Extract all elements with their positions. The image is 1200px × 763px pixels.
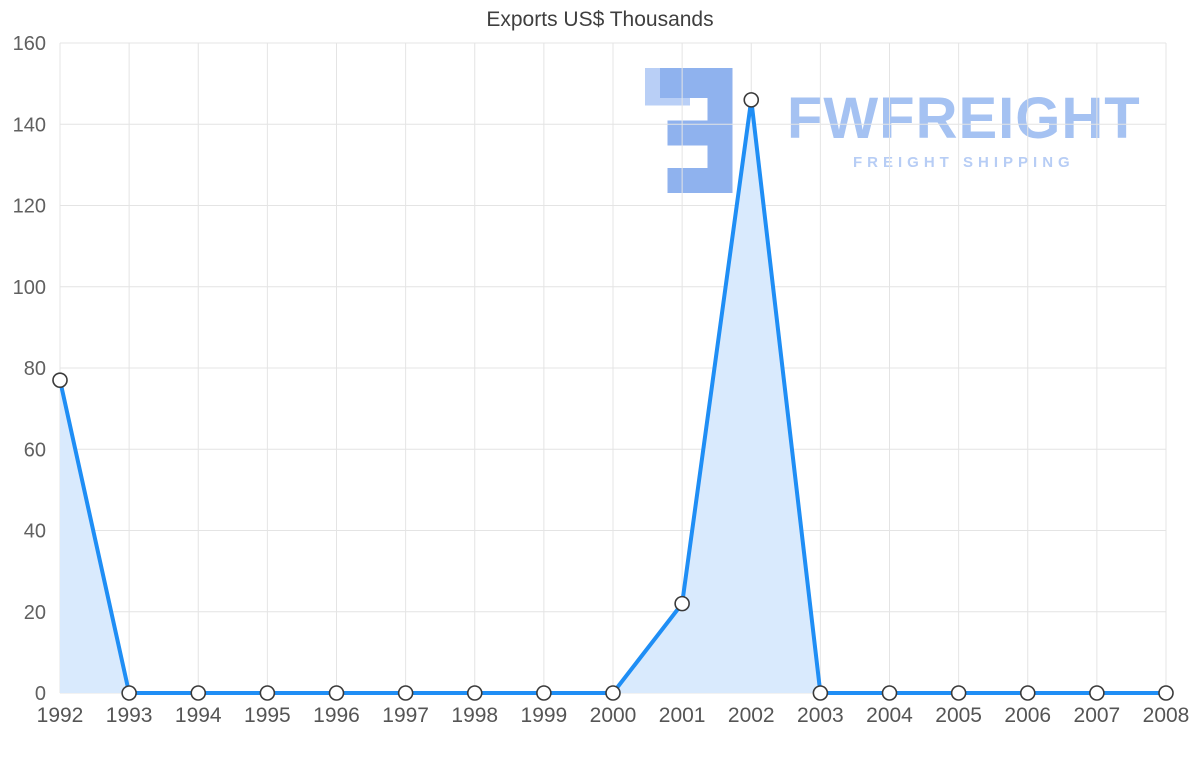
y-axis-tick-label: 20 xyxy=(24,602,46,624)
x-axis-tick-label: 1993 xyxy=(106,704,153,727)
x-axis-tick-label: 2006 xyxy=(1004,704,1051,727)
x-axis-tick-label: 2001 xyxy=(659,704,706,727)
brand-name: FWFREIGHT xyxy=(787,86,1141,151)
x-axis-tick-label: 1999 xyxy=(521,704,568,727)
x-axis-tick-label: 1997 xyxy=(382,704,429,727)
data-point-marker xyxy=(1089,685,1105,701)
y-axis-tick-label: 80 xyxy=(24,358,46,380)
data-point-marker xyxy=(1019,685,1036,701)
x-axis-tick-label: 2004 xyxy=(866,704,913,727)
data-point-marker xyxy=(674,595,690,612)
data-point-marker xyxy=(605,685,621,701)
brand-tagline: FREIGHT SHIPPING xyxy=(853,154,1075,171)
y-axis-tick-label: 40 xyxy=(24,521,46,543)
y-axis-tick-label: 120 xyxy=(13,196,46,218)
data-point-marker xyxy=(397,685,414,701)
data-point-marker xyxy=(1158,685,1174,701)
data-point-marker xyxy=(52,372,68,388)
data-point-marker xyxy=(536,685,552,701)
watermark-text: FWFREIGHT FREIGHT SHIPPING xyxy=(787,86,1141,172)
y-axis-tick-label: 0 xyxy=(35,683,46,705)
data-point-marker xyxy=(466,685,483,701)
x-axis-tick-label: 1996 xyxy=(313,704,360,727)
x-axis-tick-label: 2007 xyxy=(1074,704,1121,727)
x-axis-tick-label: 2002 xyxy=(728,704,775,727)
y-axis-tick-label: 60 xyxy=(24,439,46,461)
y-axis-tick-label: 100 xyxy=(13,277,46,299)
y-axis-tick-label: 140 xyxy=(13,114,46,136)
x-axis-tick-label: 1994 xyxy=(175,704,222,727)
x-axis-tick-label: 2000 xyxy=(590,704,637,727)
data-point-marker xyxy=(950,685,967,701)
data-point-marker xyxy=(743,92,760,108)
x-axis-tick-label: 1995 xyxy=(244,704,291,727)
data-point-marker xyxy=(881,685,898,701)
data-point-marker xyxy=(121,685,137,701)
chart-title: Exports US$ Thousands xyxy=(486,8,714,31)
x-axis-tick-label: 2005 xyxy=(935,704,982,727)
x-axis-tick-label: 1998 xyxy=(451,704,498,727)
y-axis-tick-label: 160 xyxy=(13,33,46,55)
data-point-marker xyxy=(259,685,276,701)
x-axis-tick-label: 1992 xyxy=(37,704,84,727)
x-axis-tick-label: 2003 xyxy=(797,704,844,727)
data-point-marker xyxy=(328,685,345,701)
data-point-marker xyxy=(812,685,829,701)
x-axis-tick-label: 2008 xyxy=(1143,704,1190,727)
data-point-marker xyxy=(190,685,207,701)
